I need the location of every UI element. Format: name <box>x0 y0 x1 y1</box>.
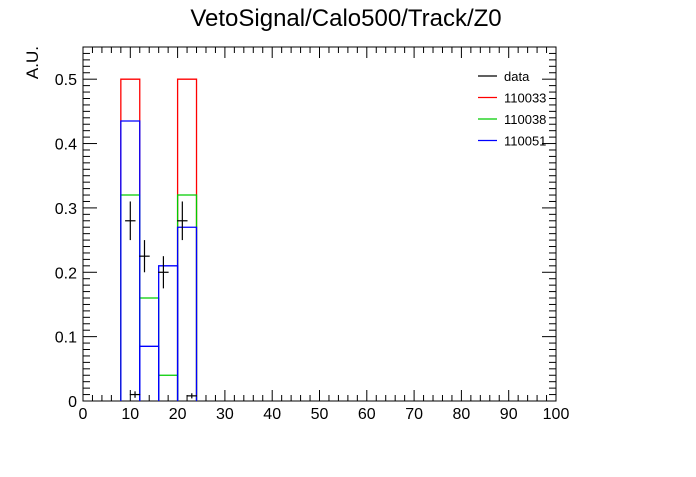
x-tick-label: 40 <box>263 406 281 423</box>
legend-label-data: data <box>504 69 530 84</box>
plot-area: 0 10 20 30 40 50 60 70 80 90 100 0 0.1 0.2 0.3 0.4 0.5 <box>55 46 570 423</box>
x-tick-label: 100 <box>543 406 570 423</box>
y-tick-label: 0 <box>68 394 77 411</box>
x-tick-label: 80 <box>453 406 471 423</box>
hist-bin-110051 <box>176 226 198 401</box>
hist-bin-110038 <box>176 194 198 401</box>
x-tick-label: 50 <box>311 406 329 423</box>
y-tick-label: 0.3 <box>55 201 77 218</box>
y-tick-label: 0.1 <box>55 330 77 347</box>
x-tick-label: 30 <box>216 406 234 423</box>
hist-bin-110051 <box>158 265 179 401</box>
x-tick-label: 0 <box>79 406 88 423</box>
legend-label-110038: 110038 <box>504 112 546 127</box>
hist-bin-110033 <box>176 78 198 401</box>
x-tick-label: 70 <box>405 406 423 423</box>
legend-label-110051: 110051 <box>504 134 546 149</box>
x-tick-label: 20 <box>169 406 187 423</box>
legend-label-110033: 110033 <box>504 91 546 106</box>
plot-frame <box>82 46 557 402</box>
x-tick-label: 90 <box>500 406 518 423</box>
y-tick-label: 0.5 <box>55 72 77 89</box>
x-tick-label: 60 <box>358 406 376 423</box>
legend: data 110033 110038 110051 <box>478 69 546 149</box>
x-tick-label: 10 <box>121 406 139 423</box>
hist-bin-110051 <box>120 120 141 401</box>
chart-title: VetoSignal/Calo500/Track/Z0 <box>190 5 501 32</box>
y-tick-label: 0.2 <box>55 265 77 282</box>
hist-bin-110038 <box>139 297 160 401</box>
y-axis-label: A.U. <box>23 46 42 79</box>
hist-bin-110051 <box>139 345 160 401</box>
y-tick-label: 0.4 <box>55 137 77 154</box>
